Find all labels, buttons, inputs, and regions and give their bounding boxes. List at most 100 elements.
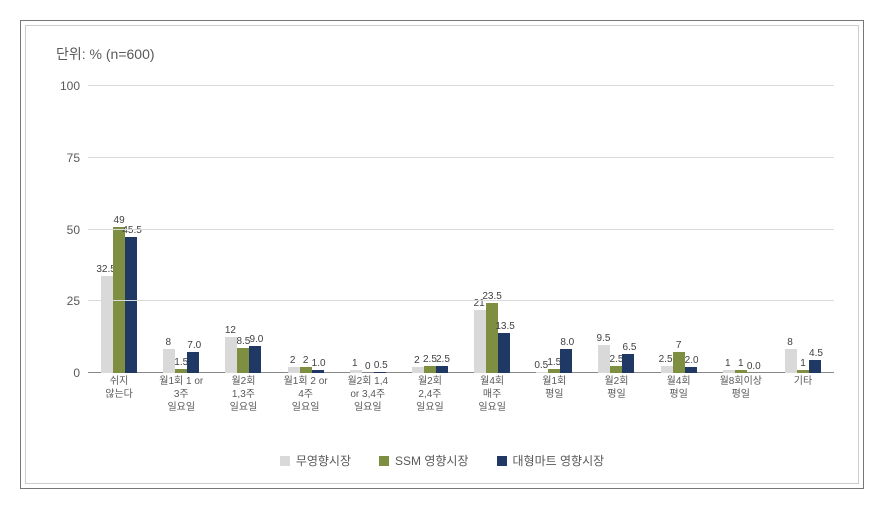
legend: 무영향시장 SSM 영향시장 대형마트 영향시장: [26, 452, 858, 469]
bar: 2.5: [661, 366, 673, 373]
bar-group: 2 2.52.5: [399, 86, 461, 373]
bar-group: 110.0: [710, 86, 772, 373]
bar: 2.5: [436, 366, 448, 373]
legend-item: SSM 영향시장: [379, 452, 469, 469]
x-axis-label: 월8회이상평일: [710, 375, 772, 425]
bar-value-label: 2.5: [659, 354, 673, 365]
bar: 1: [723, 370, 735, 373]
x-axis-label: 월1회 2 or4주일요일: [275, 375, 337, 425]
legend-label: 대형마트 영향시장: [513, 452, 605, 469]
bar: 2.5: [610, 366, 622, 373]
bar-value-label: 2: [303, 355, 309, 366]
bar: 1: [735, 370, 747, 373]
bar-value-label: 4.5: [809, 348, 823, 359]
bar-value-label: 12: [225, 325, 236, 336]
bars: 128.59.0: [225, 337, 261, 373]
x-axis-labels: 쉬지않는다월1회 1 or3주일요일월2회1,3주일요일월1회 2 or4주일요…: [88, 375, 834, 425]
bar-value-label: 1: [352, 358, 358, 369]
bars: 110.0: [723, 370, 759, 373]
bar: 45.5: [125, 237, 137, 373]
grid-line: [88, 85, 834, 86]
bar: 9.0: [249, 346, 261, 373]
bars: 9.52.56.5: [598, 345, 634, 373]
bar-value-label: 0.0: [747, 361, 761, 372]
bar-group: 9.52.56.5: [585, 86, 647, 373]
y-tick-label: 50: [67, 223, 80, 237]
y-tick-label: 100: [60, 79, 80, 93]
bar: 8: [785, 349, 797, 373]
bar-groups: 32.54945.581.57.0128.59.0221.0100.522.52…: [88, 86, 834, 373]
x-axis-label: 쉬지않는다: [88, 375, 150, 425]
bars: 100.5: [350, 370, 386, 373]
bars: 81.57.0: [163, 349, 199, 373]
legend-swatch: [497, 456, 507, 466]
bar: 1: [350, 370, 362, 373]
unit-label: 단위: % (n=600): [56, 44, 155, 64]
bar: 1.0: [312, 370, 324, 373]
bar-value-label: 1.5: [547, 357, 561, 368]
bar: 1.5: [548, 369, 560, 373]
bar-value-label: 0.5: [374, 360, 388, 371]
bar: 2: [288, 367, 300, 373]
bar-value-label: 1: [738, 358, 744, 369]
bar-value-label: 9.0: [249, 334, 263, 345]
bar: 0.5: [374, 372, 386, 373]
x-axis-label: 기타: [772, 375, 834, 425]
bar: 1.5: [175, 369, 187, 373]
bar-value-label: 2.5: [436, 354, 450, 365]
legend-swatch: [379, 456, 389, 466]
bar-group: 2.572.0: [648, 86, 710, 373]
bar: 8.0: [560, 349, 572, 373]
bar: 0.5: [536, 372, 548, 373]
bar-group: 814.5: [772, 86, 834, 373]
chart-inner: 단위: % (n=600) 32.54945.581.57.0128.59.02…: [25, 25, 859, 484]
grid-line: [88, 157, 834, 158]
bar-value-label: 13.5: [495, 321, 514, 332]
bar: 7: [673, 352, 685, 373]
bar-value-label: 8.5: [236, 336, 250, 347]
y-tick-label: 0: [73, 366, 80, 380]
bar-group: 128.59.0: [212, 86, 274, 373]
bars: 221.0: [288, 367, 324, 373]
legend-item: 무영향시장: [280, 452, 351, 469]
bar-group: 2123.513.5: [461, 86, 523, 373]
bar-value-label: 7: [676, 340, 682, 351]
x-axis-label: 월1회 1 or3주일요일: [150, 375, 212, 425]
y-tick-label: 25: [67, 294, 80, 308]
bar-value-label: 6.5: [623, 342, 637, 353]
x-axis-label: 월4회매주일요일: [461, 375, 523, 425]
bar: 23.5: [486, 303, 498, 373]
bar-value-label: 49: [114, 215, 125, 226]
bar-value-label: 2.0: [685, 355, 699, 366]
bars: 2.572.0: [661, 352, 697, 373]
bar-group: 0.51.58.0: [523, 86, 585, 373]
x-axis-label: 월1회평일: [523, 375, 585, 425]
bar-value-label: 2: [290, 355, 296, 366]
bar-value-label: 1: [800, 358, 806, 369]
bar-value-label: 7.0: [187, 340, 201, 351]
bar-group: 221.0: [275, 86, 337, 373]
y-tick-label: 75: [67, 151, 80, 165]
bar: 4.5: [809, 360, 821, 373]
legend-label: 무영향시장: [296, 452, 351, 469]
bar-value-label: 2: [414, 355, 420, 366]
grid-line: [88, 300, 834, 301]
bar: 8.5: [237, 348, 249, 373]
bar-group: 100.5: [337, 86, 399, 373]
bars: 2123.513.5: [474, 303, 510, 373]
bar-value-label: 0.5: [534, 360, 548, 371]
bars: 22.52.5: [412, 366, 448, 373]
legend-item: 대형마트 영향시장: [497, 452, 605, 469]
bar-value-label: 1: [725, 358, 731, 369]
bar: 6.5: [622, 354, 634, 373]
legend-swatch: [280, 456, 290, 466]
grid-line: [88, 229, 834, 230]
bar: 21: [474, 310, 486, 373]
x-axis-label: 월2회2,4주일요일: [399, 375, 461, 425]
bars: 0.51.58.0: [536, 349, 572, 373]
legend-label: SSM 영향시장: [395, 452, 469, 469]
bar-value-label: 1.0: [312, 358, 326, 369]
bar-group: 81.57.0: [150, 86, 212, 373]
bar: 2: [300, 367, 312, 373]
bar: 13.5: [498, 333, 510, 373]
